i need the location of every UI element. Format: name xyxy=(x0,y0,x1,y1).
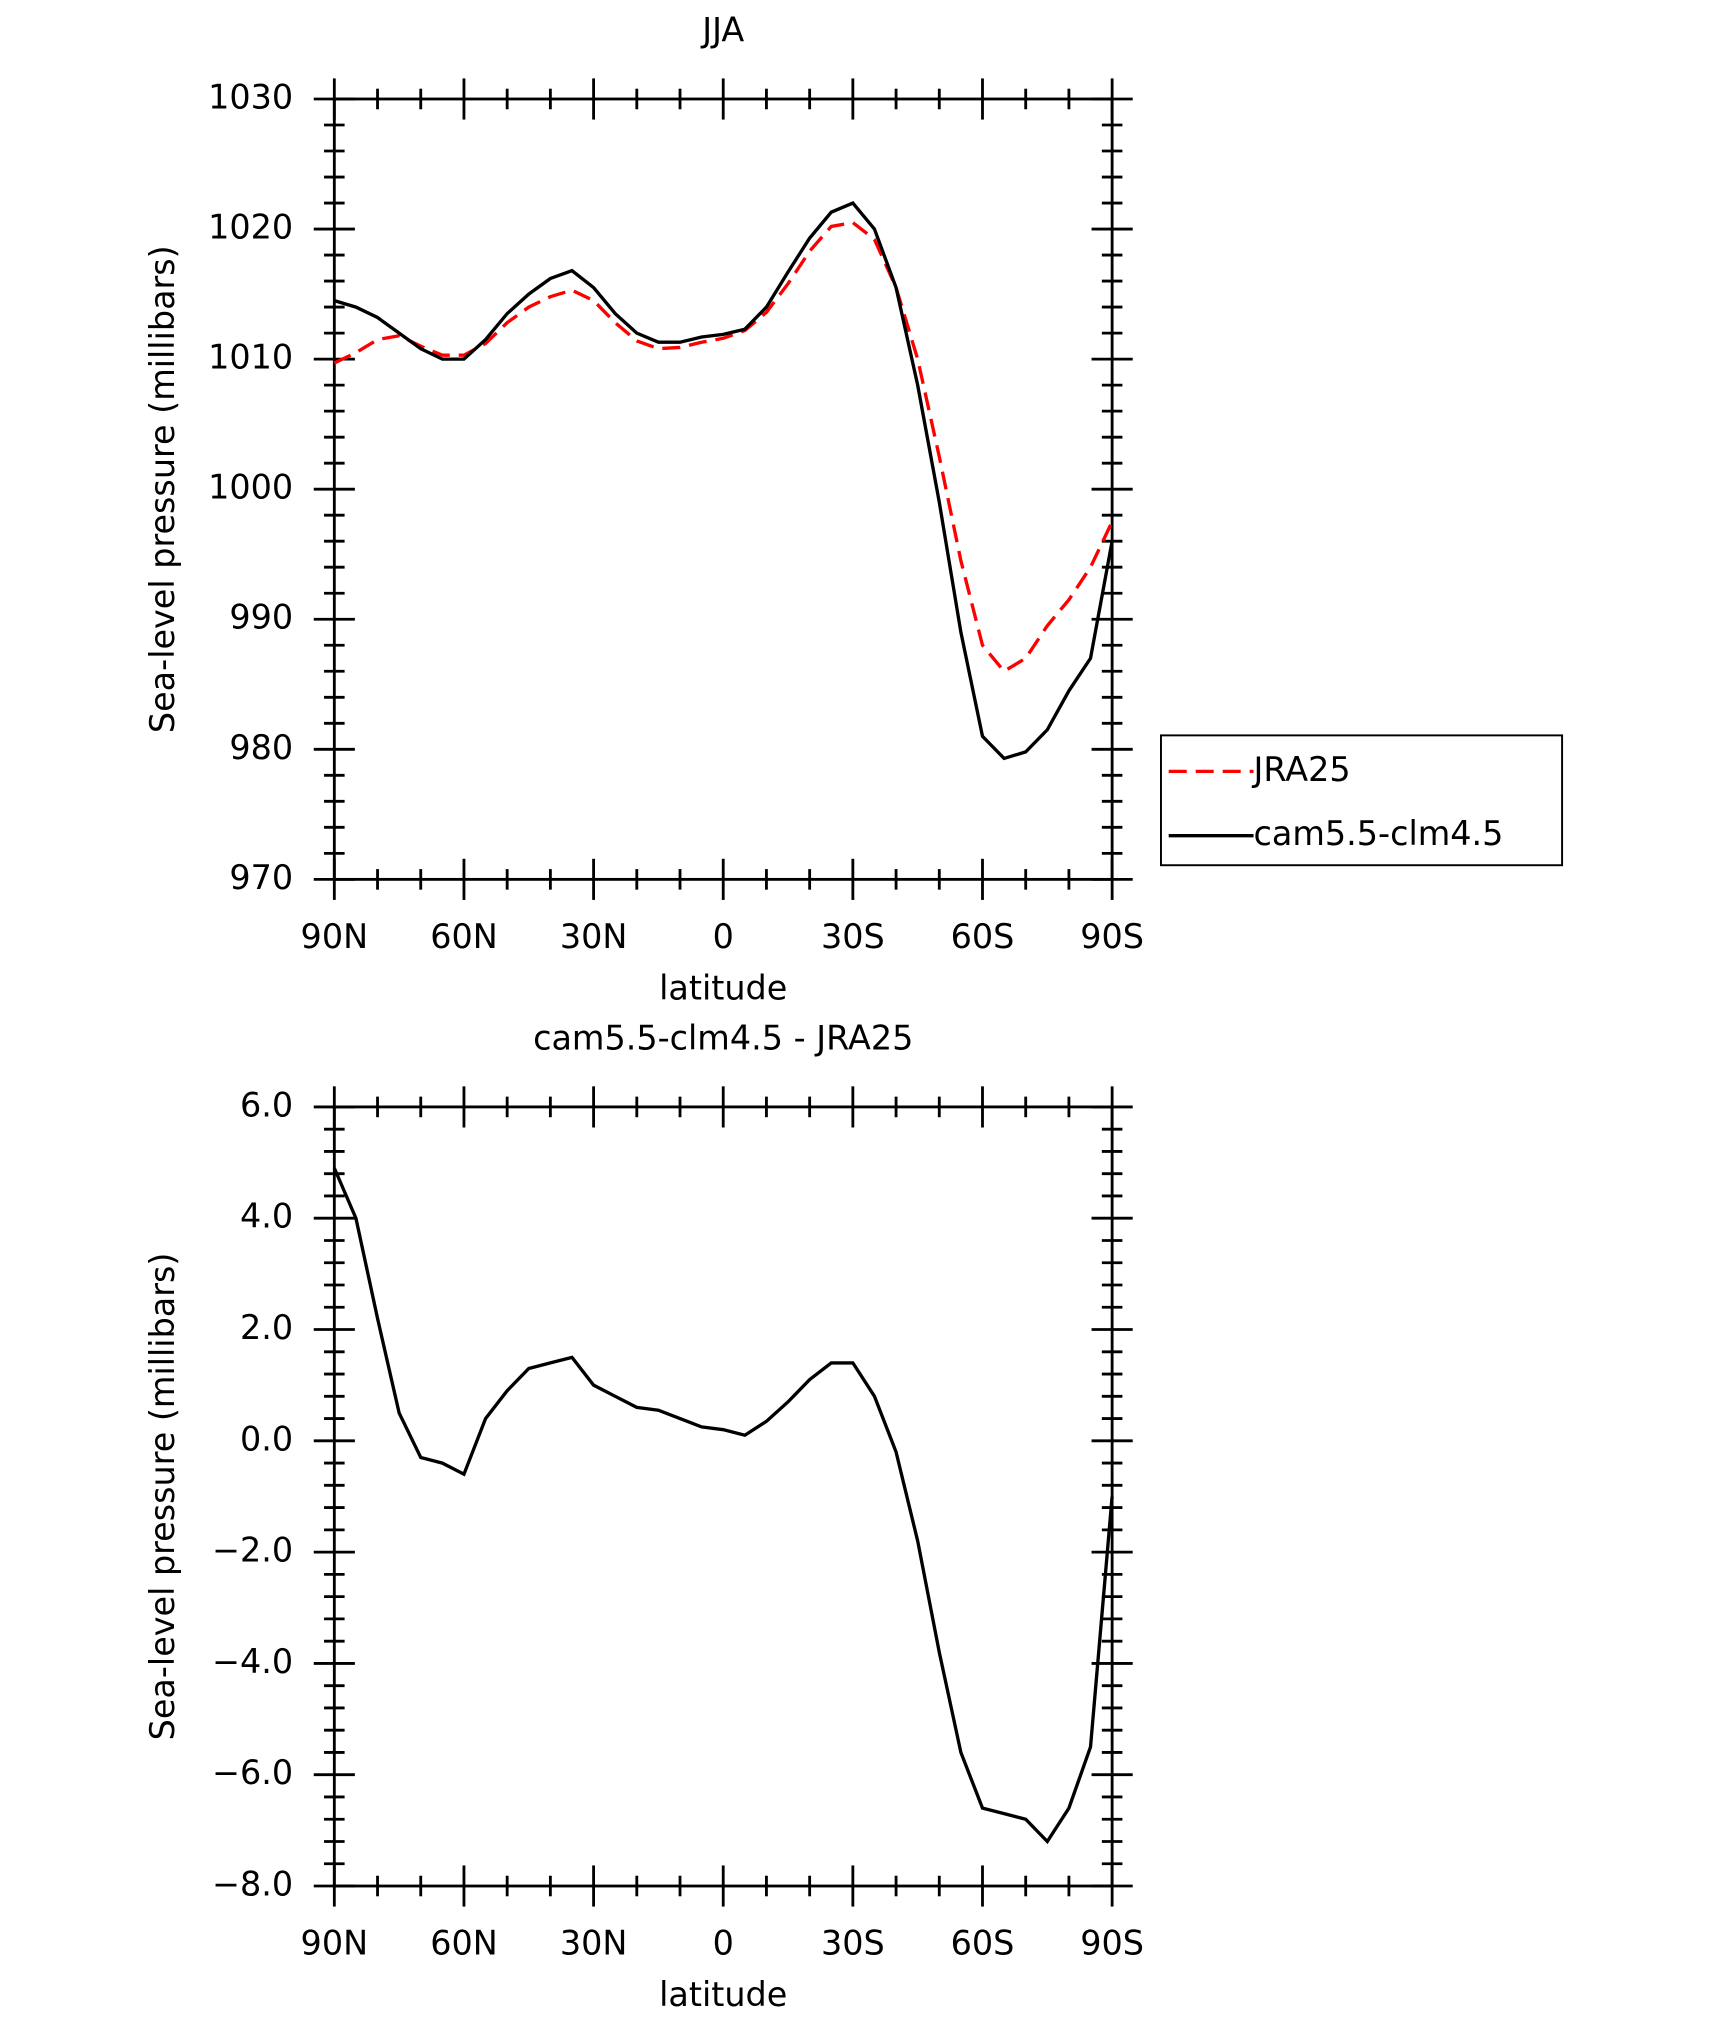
plot-frame xyxy=(332,97,1114,881)
legend-label: JRA25 xyxy=(1252,750,1351,789)
y-tick-label: −8.0 xyxy=(212,1865,293,1904)
y-tick-label: 980 xyxy=(229,728,293,767)
x-tick-label: 90N xyxy=(301,917,369,956)
x-tick-label: 90S xyxy=(1080,1924,1144,1963)
y-tick-label: 6.0 xyxy=(240,1085,293,1124)
x-axis-label: latitude xyxy=(659,1975,787,2014)
y-tick-label: 990 xyxy=(229,598,293,637)
y-axis-label: Sea-level pressure (millibars) xyxy=(143,245,182,733)
y-tick-label: 4.0 xyxy=(240,1197,293,1236)
x-tick-label: 90N xyxy=(301,1924,369,1963)
x-tick-label: 60N xyxy=(430,917,498,956)
chart-title: JJA xyxy=(700,11,744,50)
data-line xyxy=(332,1167,1114,1845)
legend-label: cam5.5-clm4.5 xyxy=(1254,814,1504,853)
x-tick-label: 60N xyxy=(430,1924,498,1963)
x-tick-label: 30S xyxy=(821,917,885,956)
data-line xyxy=(333,201,1114,761)
y-tick-label: 1020 xyxy=(208,208,293,247)
y-tick-label: −4.0 xyxy=(212,1642,293,1681)
x-tick-label: 60S xyxy=(951,917,1015,956)
y-tick-label: 970 xyxy=(229,858,293,897)
y-tick-label: 1010 xyxy=(208,338,293,377)
y-tick-label: −2.0 xyxy=(212,1531,293,1570)
x-tick-label: 0 xyxy=(713,1924,734,1963)
x-tick-label: 90S xyxy=(1080,917,1144,956)
y-tick-label: 0.0 xyxy=(240,1419,293,1458)
data-line xyxy=(333,220,1114,674)
plot-frame xyxy=(332,1105,1114,1888)
y-tick-label: 1000 xyxy=(208,468,293,507)
y-axis-label: Sea-level pressure (millibars) xyxy=(143,1253,182,1741)
legend-box xyxy=(1160,734,1564,867)
x-tick-label: 0 xyxy=(713,917,734,956)
x-tick-label: 30N xyxy=(560,917,628,956)
y-tick-label: 1030 xyxy=(208,77,293,116)
x-tick-label: 60S xyxy=(951,1924,1015,1963)
x-axis-label: latitude xyxy=(659,968,787,1007)
x-tick-label: 30N xyxy=(560,1924,628,1963)
y-tick-label: −6.0 xyxy=(212,1753,293,1792)
x-tick-label: 30S xyxy=(821,1924,885,1963)
y-tick-label: 2.0 xyxy=(240,1308,293,1347)
chart-title: cam5.5-clm4.5 - JRA25 xyxy=(533,1019,913,1058)
